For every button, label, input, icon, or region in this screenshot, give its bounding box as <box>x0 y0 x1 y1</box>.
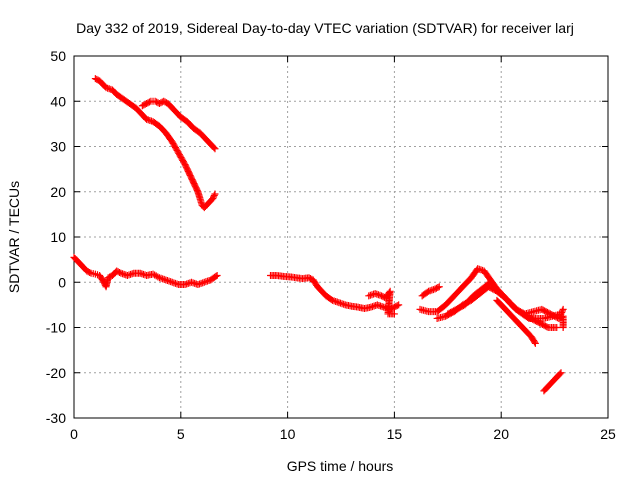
x-tick-label: 25 <box>600 426 616 442</box>
data-point <box>557 369 565 377</box>
data-point <box>211 145 219 153</box>
y-tick-label: 0 <box>58 274 66 290</box>
data-point <box>395 301 403 309</box>
chart-title: Day 332 of 2019, Sidereal Day-to-day VTE… <box>76 20 574 36</box>
y-tick-label: 10 <box>50 229 66 245</box>
data-point <box>210 144 218 152</box>
y-tick-label: 20 <box>50 184 66 200</box>
x-tick-label: 10 <box>280 426 296 442</box>
x-axis-label: GPS time / hours <box>287 458 394 474</box>
data-point <box>559 324 567 331</box>
y-tick-label: 30 <box>50 139 66 155</box>
data-point <box>145 98 153 106</box>
data-point <box>213 271 221 279</box>
data-point <box>116 268 124 276</box>
data-point <box>211 190 219 198</box>
data-point <box>435 283 443 291</box>
data-point <box>531 339 539 347</box>
data-point <box>209 195 217 203</box>
data-point <box>543 323 551 331</box>
x-tick-label: 20 <box>493 426 509 442</box>
data-point <box>553 324 561 331</box>
data-point <box>531 338 539 346</box>
x-tick-label: 5 <box>177 426 185 442</box>
data-point <box>210 192 218 200</box>
data-point <box>393 302 401 310</box>
x-tick-label: 0 <box>70 426 78 442</box>
y-tick-label: 40 <box>50 93 66 109</box>
data-point <box>559 305 567 313</box>
data-point <box>558 307 566 315</box>
data-point <box>86 268 94 276</box>
data-point <box>390 310 398 318</box>
y-tick-label: 50 <box>50 48 66 64</box>
y-tick-label: -30 <box>46 410 66 426</box>
data-point <box>434 284 442 292</box>
y-tick-label: -10 <box>46 320 66 336</box>
data-point <box>212 272 220 280</box>
data-point <box>210 193 218 201</box>
y-axis-label: SDTVAR / TECUs <box>6 181 22 293</box>
data-point <box>154 273 162 281</box>
y-tick-label: -20 <box>46 365 66 381</box>
data-point <box>556 370 564 378</box>
data-points <box>70 75 567 395</box>
x-tick-label: 15 <box>387 426 403 442</box>
axis-ticks: 0 5 10 15 20 25 -30 -20 -10 0 10 20 30 40 50 <box>46 48 616 442</box>
